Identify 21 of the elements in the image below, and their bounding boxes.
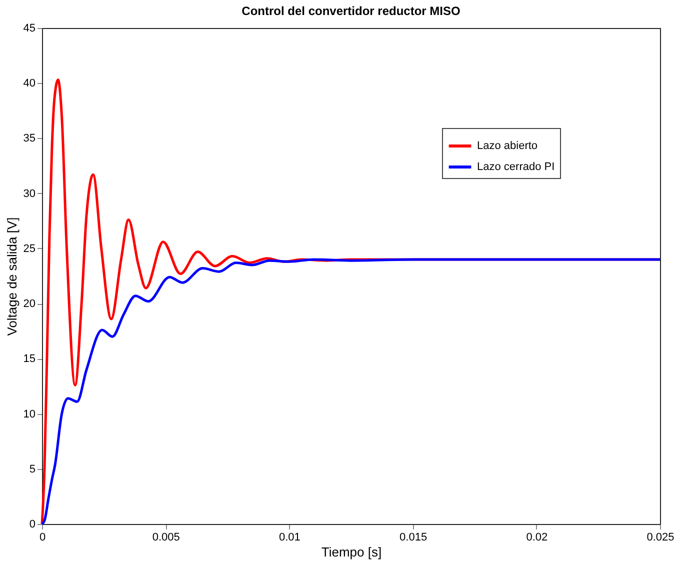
y-tick-label: 45 (23, 22, 36, 34)
y-tick-label: 0 (29, 518, 36, 530)
y-tick-label: 35 (23, 132, 36, 145)
y-tick-label: 10 (23, 408, 36, 420)
y-tick-label: 20 (23, 298, 36, 310)
x-tick-label: 0.005 (152, 532, 180, 544)
legend-label: Lazo cerrado PI (477, 161, 555, 173)
chart-title: Control del convertidor reductor MISO (242, 4, 460, 18)
y-axis-title: Voltage de salida [V] (4, 217, 20, 336)
x-tick-label: 0.02 (526, 532, 548, 544)
y-tick-label: 15 (23, 353, 36, 366)
x-tick-label: 0 (39, 532, 46, 544)
y-tick-label: 25 (23, 242, 36, 255)
legend-label: Lazo abierto (477, 140, 538, 152)
y-tick-label: 30 (23, 188, 36, 200)
y-tick-label: 40 (23, 78, 36, 90)
y-tick-label: 5 (29, 463, 36, 476)
x-tick-label: 0.015 (400, 532, 428, 544)
x-tick-label: 0.01 (278, 532, 300, 544)
x-tick-label: 0.025 (646, 532, 674, 544)
x-axis-title: Tiempo [s] (321, 544, 382, 560)
